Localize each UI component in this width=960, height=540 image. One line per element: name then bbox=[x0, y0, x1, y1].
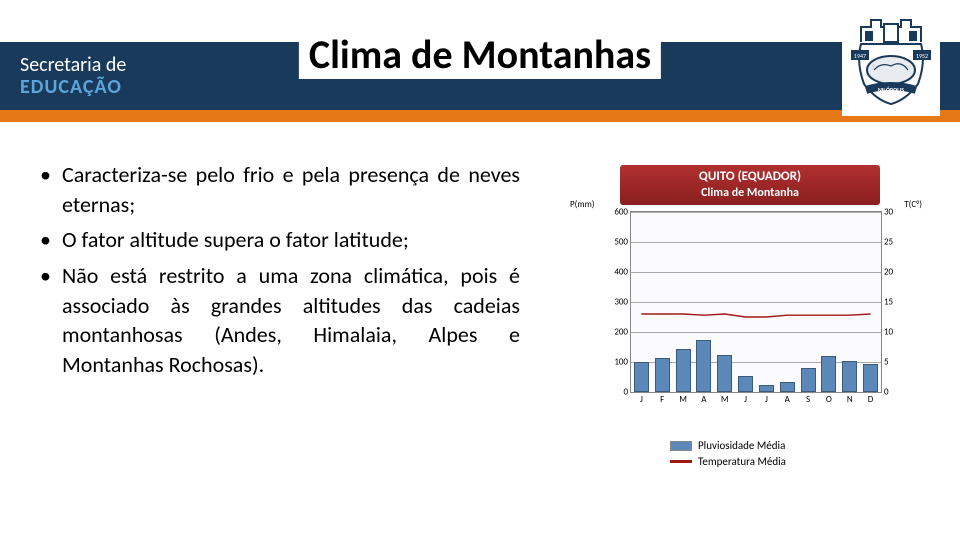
crest-year-left: 1947 bbox=[854, 52, 866, 60]
month-label: O bbox=[826, 392, 832, 405]
chart-title: QUITO (EQUADOR) Clima de Montanha bbox=[620, 165, 880, 205]
ytick-left: 100 bbox=[614, 357, 631, 368]
logo-line2: EDUCAÇÃO bbox=[20, 76, 126, 98]
chart-title-line2: Clima de Montanha bbox=[628, 186, 872, 202]
month-label: J bbox=[744, 392, 747, 405]
month-label: N bbox=[847, 392, 853, 405]
page-title: Clima de Montanhas bbox=[299, 30, 661, 79]
legend-temp-label: Temperatura Média bbox=[698, 455, 786, 468]
ytick-right: 25 bbox=[881, 237, 893, 248]
logo: Secretaria de EDUCAÇÃO bbox=[20, 54, 126, 98]
ytick-left: 200 bbox=[614, 327, 631, 338]
legend-precip: Pluviosidade Média bbox=[670, 439, 940, 452]
header-orange-band bbox=[0, 110, 960, 122]
ytick-right: 5 bbox=[881, 357, 889, 368]
ytick-right: 20 bbox=[881, 267, 893, 278]
municipal-crest: 1947 1952 NILÓPOLIS bbox=[842, 8, 940, 116]
month-label: S bbox=[806, 392, 810, 405]
climate-chart: QUITO (EQUADOR) Clima de Montanha P(mm) … bbox=[560, 165, 940, 471]
ytick-left: 300 bbox=[614, 297, 631, 308]
bullet-item: Não está restrito a uma zona climática, … bbox=[40, 261, 520, 380]
legend: Pluviosidade Média Temperatura Média bbox=[670, 439, 940, 468]
bullet-item: Caracteriza-se pelo frio e pela presença… bbox=[40, 160, 520, 219]
header: Clima de Montanhas Secretaria de EDUCAÇÃ… bbox=[0, 0, 960, 120]
month-label: J bbox=[640, 392, 643, 405]
chart-plot-area: P(mm) T(C°) 0100200300400500600051015202… bbox=[600, 211, 900, 411]
temp-swatch bbox=[670, 460, 692, 463]
ytick-right: 0 bbox=[881, 387, 889, 398]
ytick-right: 15 bbox=[881, 297, 893, 308]
legend-precip-label: Pluviosidade Média bbox=[698, 439, 785, 452]
month-label: F bbox=[660, 392, 664, 405]
month-label: J bbox=[765, 392, 768, 405]
crest-year-right: 1952 bbox=[916, 52, 928, 60]
ytick-left: 400 bbox=[614, 267, 631, 278]
ytick-left: 500 bbox=[614, 237, 631, 248]
month-label: A bbox=[785, 392, 790, 405]
bullet-item: O fator altitude supera o fator latitude… bbox=[40, 225, 520, 255]
ytick-right: 10 bbox=[881, 327, 893, 338]
y-left-label: P(mm) bbox=[570, 199, 595, 210]
temp-line bbox=[631, 212, 881, 392]
legend-temp: Temperatura Média bbox=[670, 455, 940, 468]
chart-title-line1: QUITO (EQUADOR) bbox=[628, 169, 872, 186]
bullet-list: Caracteriza-se pelo frio e pela presença… bbox=[40, 160, 520, 386]
month-label: M bbox=[721, 392, 729, 405]
ytick-right: 30 bbox=[881, 207, 893, 218]
ytick-left: 600 bbox=[614, 207, 631, 218]
y-right-label: T(C°) bbox=[904, 199, 922, 210]
precip-swatch bbox=[670, 441, 692, 451]
crest-name: NILÓPOLIS bbox=[878, 86, 904, 94]
month-label: M bbox=[679, 392, 687, 405]
ytick-left: 0 bbox=[623, 387, 631, 398]
month-label: D bbox=[868, 392, 874, 405]
month-label: A bbox=[701, 392, 706, 405]
logo-line1: Secretaria de bbox=[20, 54, 126, 76]
